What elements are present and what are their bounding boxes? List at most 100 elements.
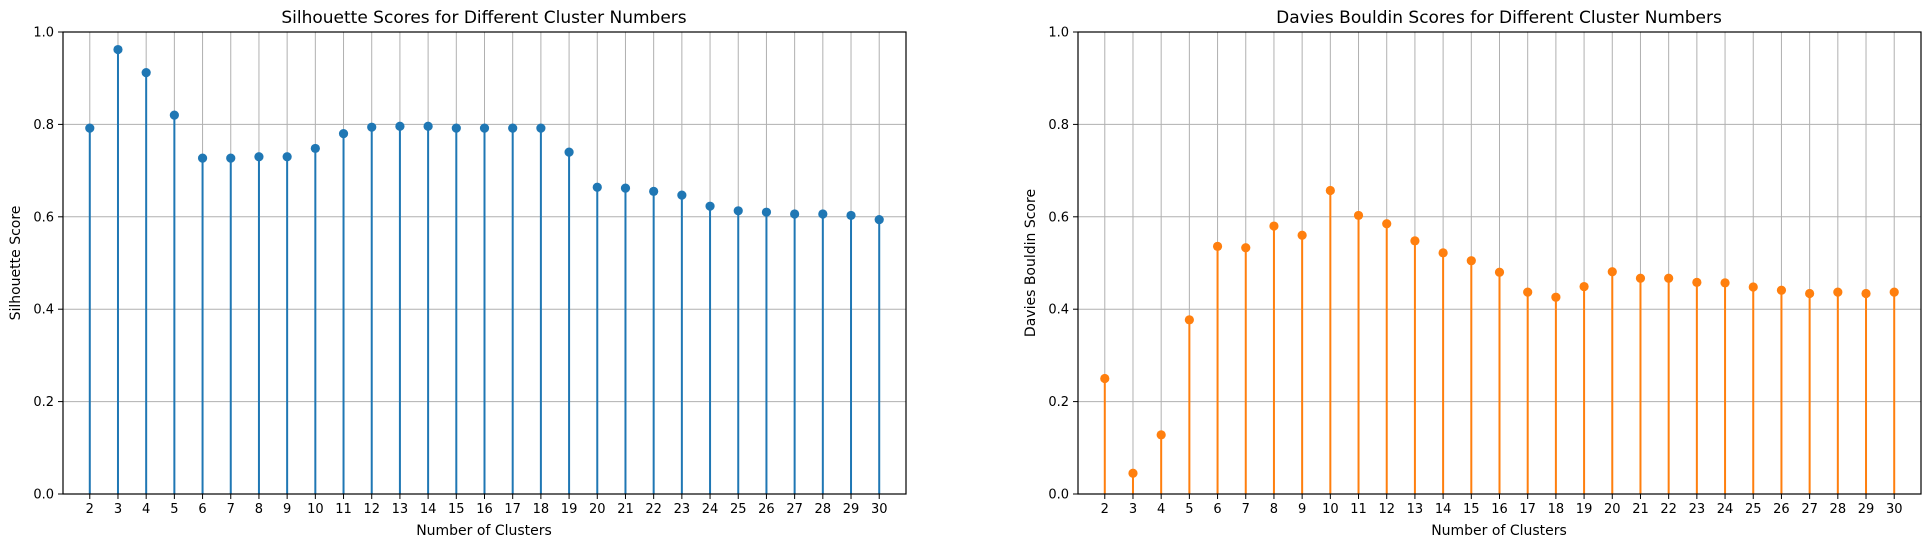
stem-marker [1382, 219, 1392, 229]
stem-marker [1466, 256, 1476, 266]
y-tick-label: 0.4 [33, 303, 54, 318]
x-tick-label: 12 [363, 502, 380, 517]
stem-marker [141, 68, 151, 78]
y-tick-label: 0.2 [33, 395, 54, 410]
x-tick-label: 18 [533, 502, 550, 517]
stem-marker [818, 209, 828, 219]
x-tick-label: 21 [1632, 502, 1649, 517]
ticks: 2 3 4 5 6 7 8 9 10 11 12 13 14 15 16 17 18 19 20 21 22 23 24 25… [1048, 26, 1902, 518]
stem-marker [1353, 210, 1364, 221]
x-tick-label: 17 [504, 502, 521, 517]
x-tick-label: 22 [645, 502, 662, 517]
stem-marker [564, 147, 574, 157]
x-tick-label: 10 [307, 502, 324, 517]
stem-marker [1776, 285, 1787, 295]
stem-marker [395, 121, 405, 131]
stem-marker [479, 123, 490, 133]
x-tick-label: 28 [1830, 502, 1847, 517]
x-tick-label: 30 [871, 502, 888, 517]
x-tick-label: 23 [674, 502, 691, 517]
stem-marker [254, 152, 264, 162]
x-tick-label: 15 [448, 502, 465, 517]
stem-marker [790, 209, 800, 219]
stem-marker [649, 186, 659, 196]
stem-marker [1241, 243, 1251, 253]
stem-marker [1833, 287, 1843, 297]
x-tick-label: 19 [561, 502, 578, 517]
x-tick-label: 11 [335, 502, 352, 517]
x-tick-label: 20 [1604, 502, 1621, 517]
x-tick-label: 11 [1350, 502, 1367, 517]
stem-marker [451, 123, 461, 133]
x-tick-label: 5 [170, 502, 178, 517]
chart-title: Silhouette Scores for Different Cluster … [281, 8, 686, 28]
stem-marker [169, 110, 179, 120]
stem-marker [226, 153, 236, 163]
x-tick-label: 26 [758, 502, 775, 517]
stem-marker [1184, 315, 1194, 325]
x-tick-label: 27 [786, 502, 803, 517]
x-tick-label: 24 [1717, 502, 1734, 517]
x-tick-label: 7 [1242, 502, 1250, 517]
y-tick-label: 0.2 [1048, 395, 1069, 410]
axes-frame [62, 31, 907, 495]
stem-marker [1156, 430, 1166, 440]
x-tick-label: 16 [1491, 502, 1508, 517]
stem-marker [733, 206, 743, 216]
y-tick-label: 0.8 [1048, 118, 1069, 133]
stem-marker [1212, 241, 1223, 251]
stem-marker [761, 207, 772, 217]
stem-marker [508, 123, 518, 133]
stem-marker [1523, 287, 1533, 297]
x-tick-label: 6 [1213, 502, 1221, 517]
x-tick-label: 6 [198, 502, 206, 517]
x-tick-label: 27 [1801, 502, 1818, 517]
stem-marker [1551, 292, 1561, 302]
stem-marker [338, 129, 349, 139]
x-tick-label: 17 [1519, 502, 1536, 517]
x-tick-label: 13 [1407, 502, 1424, 517]
stem-marker [1889, 287, 1899, 297]
x-tick-label: 14 [1435, 502, 1452, 517]
stem-marker [1325, 185, 1335, 196]
x-tick-label: 29 [843, 502, 860, 517]
stem-marker [85, 123, 95, 133]
x-tick-label: 20 [589, 502, 606, 517]
x-axis-label: Number of Clusters [416, 523, 552, 539]
stem-marker [367, 122, 377, 132]
x-tick-label: 25 [1745, 502, 1762, 517]
y-tick-label: 0.8 [33, 118, 54, 133]
x-tick-label: 5 [1185, 502, 1193, 517]
stem-marker [1297, 230, 1307, 240]
stem-marker [1748, 282, 1758, 292]
x-tick-label: 12 [1378, 502, 1395, 517]
x-tick-label: 15 [1463, 502, 1480, 517]
stem-marker [1720, 278, 1730, 288]
axes-frame [1077, 31, 1922, 495]
stem-marker [1100, 373, 1110, 384]
x-tick-label: 23 [1689, 502, 1706, 517]
y-tick-label: 1.0 [33, 26, 54, 41]
x-tick-label: 30 [1886, 502, 1903, 517]
x-tick-label: 3 [114, 502, 122, 517]
stem-marker [620, 183, 631, 193]
stem-marker [113, 44, 123, 55]
y-tick-label: 0.0 [33, 488, 54, 503]
x-tick-label: 4 [1157, 502, 1165, 517]
stem-marker [677, 190, 687, 200]
stem-marker [1861, 288, 1871, 299]
y-tick-label: 1.0 [1048, 26, 1069, 41]
x-tick-label: 26 [1773, 502, 1790, 517]
x-tick-label: 21 [617, 502, 634, 517]
x-tick-label: 28 [815, 502, 832, 517]
x-tick-label: 19 [1576, 502, 1593, 517]
stem-marker [874, 214, 884, 225]
stem-marker [1607, 267, 1617, 277]
x-tick-label: 2 [86, 502, 94, 517]
stem-marker [592, 182, 602, 192]
x-tick-label: 4 [142, 502, 150, 517]
stems [1100, 185, 1899, 494]
x-tick-label: 13 [392, 502, 409, 517]
y-axis-label: Silhouette Score [8, 206, 24, 321]
x-tick-label: 14 [420, 502, 437, 517]
